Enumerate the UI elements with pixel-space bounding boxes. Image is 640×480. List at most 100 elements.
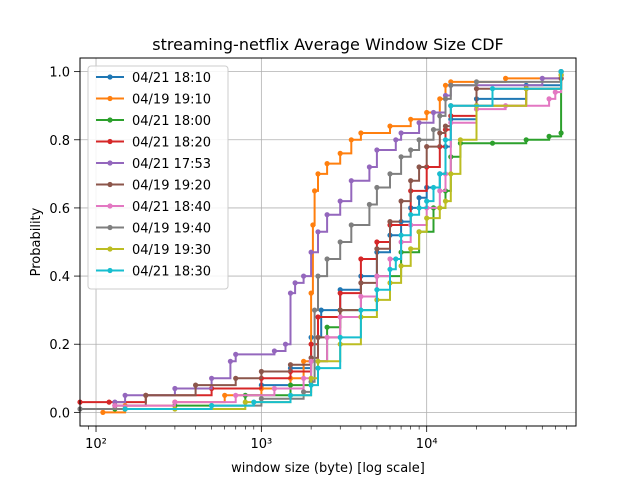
data-point [337,314,343,320]
data-point [348,137,354,143]
data-point [292,280,298,286]
data-point [387,171,393,177]
data-point [430,109,437,116]
data-point [448,103,454,109]
legend-swatch-marker [107,95,113,102]
legend-label: 04/19 19:30 [132,243,211,258]
data-point [358,293,364,300]
data-point [424,198,430,204]
data-point [424,144,430,150]
data-point [100,409,106,415]
x-axis-title: window size (byte) [log scale] [231,461,425,476]
data-point [408,178,414,184]
data-point [112,403,118,409]
data-point [193,382,199,388]
legend-swatch-marker [107,138,113,145]
data-point [437,188,443,194]
legend-swatch-marker [107,117,113,123]
data-point [448,82,454,88]
data-point [358,280,364,286]
data-point [258,368,264,375]
legend-swatch-marker [107,160,113,166]
legend-label: 04/21 17:53 [132,157,211,172]
data-point [337,334,343,340]
data-point [324,212,330,218]
data-point [489,86,496,92]
data-point [473,79,480,85]
data-point [242,399,248,405]
y-tick-label: 0.8 [49,134,70,149]
data-point [437,205,443,211]
legend-entry: 04/19 19:10 [96,93,211,108]
series-10 [122,69,564,412]
axis-ticks: 10² 10³ 10⁴ 0.0 0.2 0.4 0.6 0.8 1.0 [49,66,567,452]
data-point [424,215,430,221]
data-point [366,164,372,170]
series-layer [77,69,564,415]
data-point [233,392,239,398]
data-point [416,137,422,143]
data-point [172,399,178,405]
data-point [358,130,364,136]
data-point [233,375,239,381]
data-point [408,116,414,122]
data-point [387,219,393,225]
data-point [374,239,380,245]
data-point [387,256,393,262]
data-point [301,389,307,395]
data-point [387,123,393,129]
legend-label: 04/19 19:10 [132,93,211,108]
data-point [546,96,552,102]
data-point [558,69,564,75]
data-point [337,198,343,204]
legend-label: 04/19 19:40 [132,222,211,237]
legend-label: 04/21 18:40 [132,200,211,215]
legend-box [87,65,229,290]
data-point [287,362,294,368]
data-point [227,358,233,364]
data-point [503,75,509,81]
data-point [398,232,404,238]
data-point [437,130,443,136]
data-point [374,246,380,252]
data-point [442,96,449,102]
x-tick-label: 10² [85,437,107,452]
legend-swatch-marker [107,267,113,274]
data-point [442,198,449,204]
data-point [287,392,294,398]
data-point [324,324,330,330]
data-point [416,195,422,201]
data-point [315,314,321,320]
legend-swatch-marker [107,181,113,188]
data-point [308,358,314,364]
y-tick-label: 0.0 [49,406,70,421]
data-point [437,113,443,119]
data-point [374,287,380,293]
data-point [337,239,343,245]
data-point [387,266,393,272]
data-point [106,399,112,405]
data-point [308,382,314,388]
data-point [222,392,228,398]
data-point [398,198,404,204]
data-point [393,137,399,143]
data-point [324,334,330,340]
data-point [308,375,314,381]
data-point [122,406,128,412]
data-point [233,351,239,357]
legend-swatch-marker [107,246,113,252]
data-point [337,307,343,313]
data-point [558,130,564,136]
data-point [437,96,443,102]
data-point [308,249,314,255]
data-point [523,137,529,143]
y-tick-label: 1.0 [49,66,70,81]
data-point [437,171,443,177]
data-point [424,109,430,116]
data-point [251,399,257,405]
data-point [374,184,380,191]
data-point [209,375,215,381]
legend-label: 04/19 19:20 [132,179,211,194]
data-point [337,150,343,156]
y-tick-label: 0.4 [49,270,70,285]
